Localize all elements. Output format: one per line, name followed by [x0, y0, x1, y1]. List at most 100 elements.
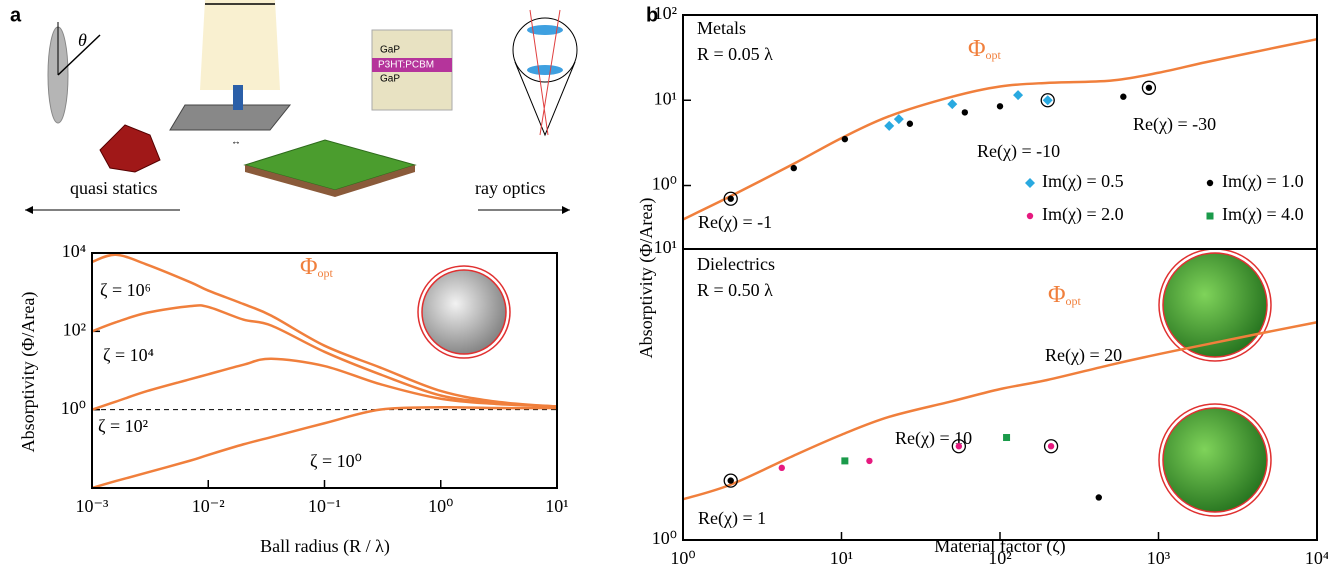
lens-part: [527, 25, 563, 35]
inset: [421, 269, 507, 355]
annotation: Re(χ) = 1: [698, 508, 766, 529]
curve-label: ζ = 10⁴: [103, 345, 154, 365]
point: [727, 195, 734, 202]
layer-label: P3HT:PCBM: [378, 60, 434, 71]
y-tick-label: 10¹: [654, 237, 677, 257]
pillar: [233, 85, 243, 110]
curve-label: Φopt: [300, 254, 334, 280]
point: [1095, 494, 1102, 501]
curve: [91, 253, 558, 408]
curve: [682, 37, 1318, 221]
layer-label: GaP: [380, 45, 400, 56]
point: [906, 120, 914, 127]
x-axis-label: Material factor (ζ): [934, 536, 1065, 557]
illustrations: θ ↔ GaP P3HT:PCBM GaP quasi statics ray …: [25, 0, 1272, 517]
pad-side: [245, 165, 415, 197]
curve-label-main: Φ: [1048, 282, 1066, 308]
x-tick-label: 10¹: [545, 496, 568, 516]
legend-marker: [1206, 179, 1214, 187]
curve-label: Φopt: [1048, 282, 1082, 308]
point: [1145, 84, 1153, 91]
legend-label: Im(χ) = 4.0: [1222, 204, 1304, 225]
point: [1047, 443, 1055, 450]
annotation: Re(χ) = -30: [1133, 114, 1216, 135]
ring: [1040, 93, 1055, 108]
label: ray optics: [475, 178, 545, 198]
legend-label: Im(χ) = 2.0: [1042, 204, 1124, 225]
annotation: R = 0.50 λ: [697, 280, 773, 300]
cone: [514, 61, 576, 137]
curve-label: ζ = 10⁶: [100, 280, 151, 300]
curve-label-sub: opt: [318, 266, 334, 280]
x-axis-label: Ball radius (R / λ): [260, 536, 390, 557]
point: [1003, 434, 1011, 442]
point: [1013, 90, 1024, 101]
y-tick-label: 10⁴: [62, 241, 86, 261]
chart: 10⁰ 10² 10⁴ 10⁻³ 10⁻² 10⁻¹ 10⁰ 10¹ Φopt: [61, 241, 569, 516]
arrowhead: [25, 206, 33, 214]
arrow: ↔: [231, 137, 241, 148]
curve-label: ζ = 10⁰: [310, 451, 362, 471]
ring: [723, 473, 738, 488]
rays: [529, 9, 561, 136]
x-tick-label: 10⁰: [670, 548, 695, 568]
inset-ring: [417, 265, 511, 359]
x-tick-label: 10⁰: [428, 496, 453, 516]
y-tick-label: 10²: [63, 319, 86, 339]
annotation: R = 0.05 λ: [697, 44, 773, 64]
ring: [1043, 439, 1059, 454]
legend-marker: [1026, 212, 1034, 220]
point: [790, 164, 797, 172]
legend-marker: [1025, 178, 1035, 188]
substrate: [169, 104, 292, 131]
point: [866, 457, 873, 465]
annotation: Re(χ) = -1: [698, 212, 772, 233]
point: [893, 114, 904, 125]
curve: [682, 321, 1318, 501]
point: [955, 443, 963, 450]
label: quasi statics: [70, 178, 158, 198]
x-tick-label: 10¹: [830, 548, 853, 568]
axis: [57, 34, 101, 76]
arrowhead: [562, 206, 570, 214]
x-tick-label: 10³: [1147, 548, 1171, 568]
legend-marker: [1206, 212, 1214, 220]
lens-part: [527, 65, 563, 75]
y-tick-label: 10⁰: [652, 174, 677, 194]
point: [961, 109, 969, 116]
curve-label-main: Φ: [968, 36, 986, 62]
legend-label: Im(χ) = 1.0: [1222, 171, 1304, 192]
layer-label: GaP: [380, 74, 400, 85]
point: [884, 120, 895, 131]
curve-label-sub: opt: [986, 48, 1002, 62]
point: [947, 99, 958, 110]
point: [1120, 93, 1127, 100]
y-axis-label: Absorptivity (Φ/Area): [636, 198, 657, 359]
ring: [723, 191, 738, 206]
y-tick-label: 10¹: [654, 88, 677, 108]
layer: [372, 58, 452, 72]
curve-label: Φopt: [968, 36, 1002, 62]
plot-frame: [91, 252, 558, 489]
annotation: Dielectrics: [697, 254, 775, 274]
x-tick-label: 10⁻²: [192, 496, 225, 516]
x-tick-label: 10⁻¹: [308, 496, 341, 516]
point: [778, 464, 785, 472]
y-tick-label: 10⁰: [652, 528, 677, 548]
point: [841, 135, 849, 143]
panel-label: a: [10, 4, 22, 26]
ring: [1141, 80, 1157, 95]
lens: [512, 17, 578, 83]
y-tick-label: 10²: [654, 3, 677, 23]
y-tick-label: 10⁰: [61, 398, 86, 418]
panel-label: b: [646, 4, 658, 26]
point: [727, 477, 734, 484]
legend-label: Im(χ) = 0.5: [1042, 171, 1124, 192]
point: [1042, 95, 1053, 106]
annotation: Metals: [697, 18, 746, 38]
inset: [1162, 252, 1268, 358]
x-tick-label: 10⁴: [1305, 548, 1328, 568]
curve: [91, 357, 558, 411]
y-axis-label: Absorptivity (Φ/Area): [18, 292, 39, 453]
